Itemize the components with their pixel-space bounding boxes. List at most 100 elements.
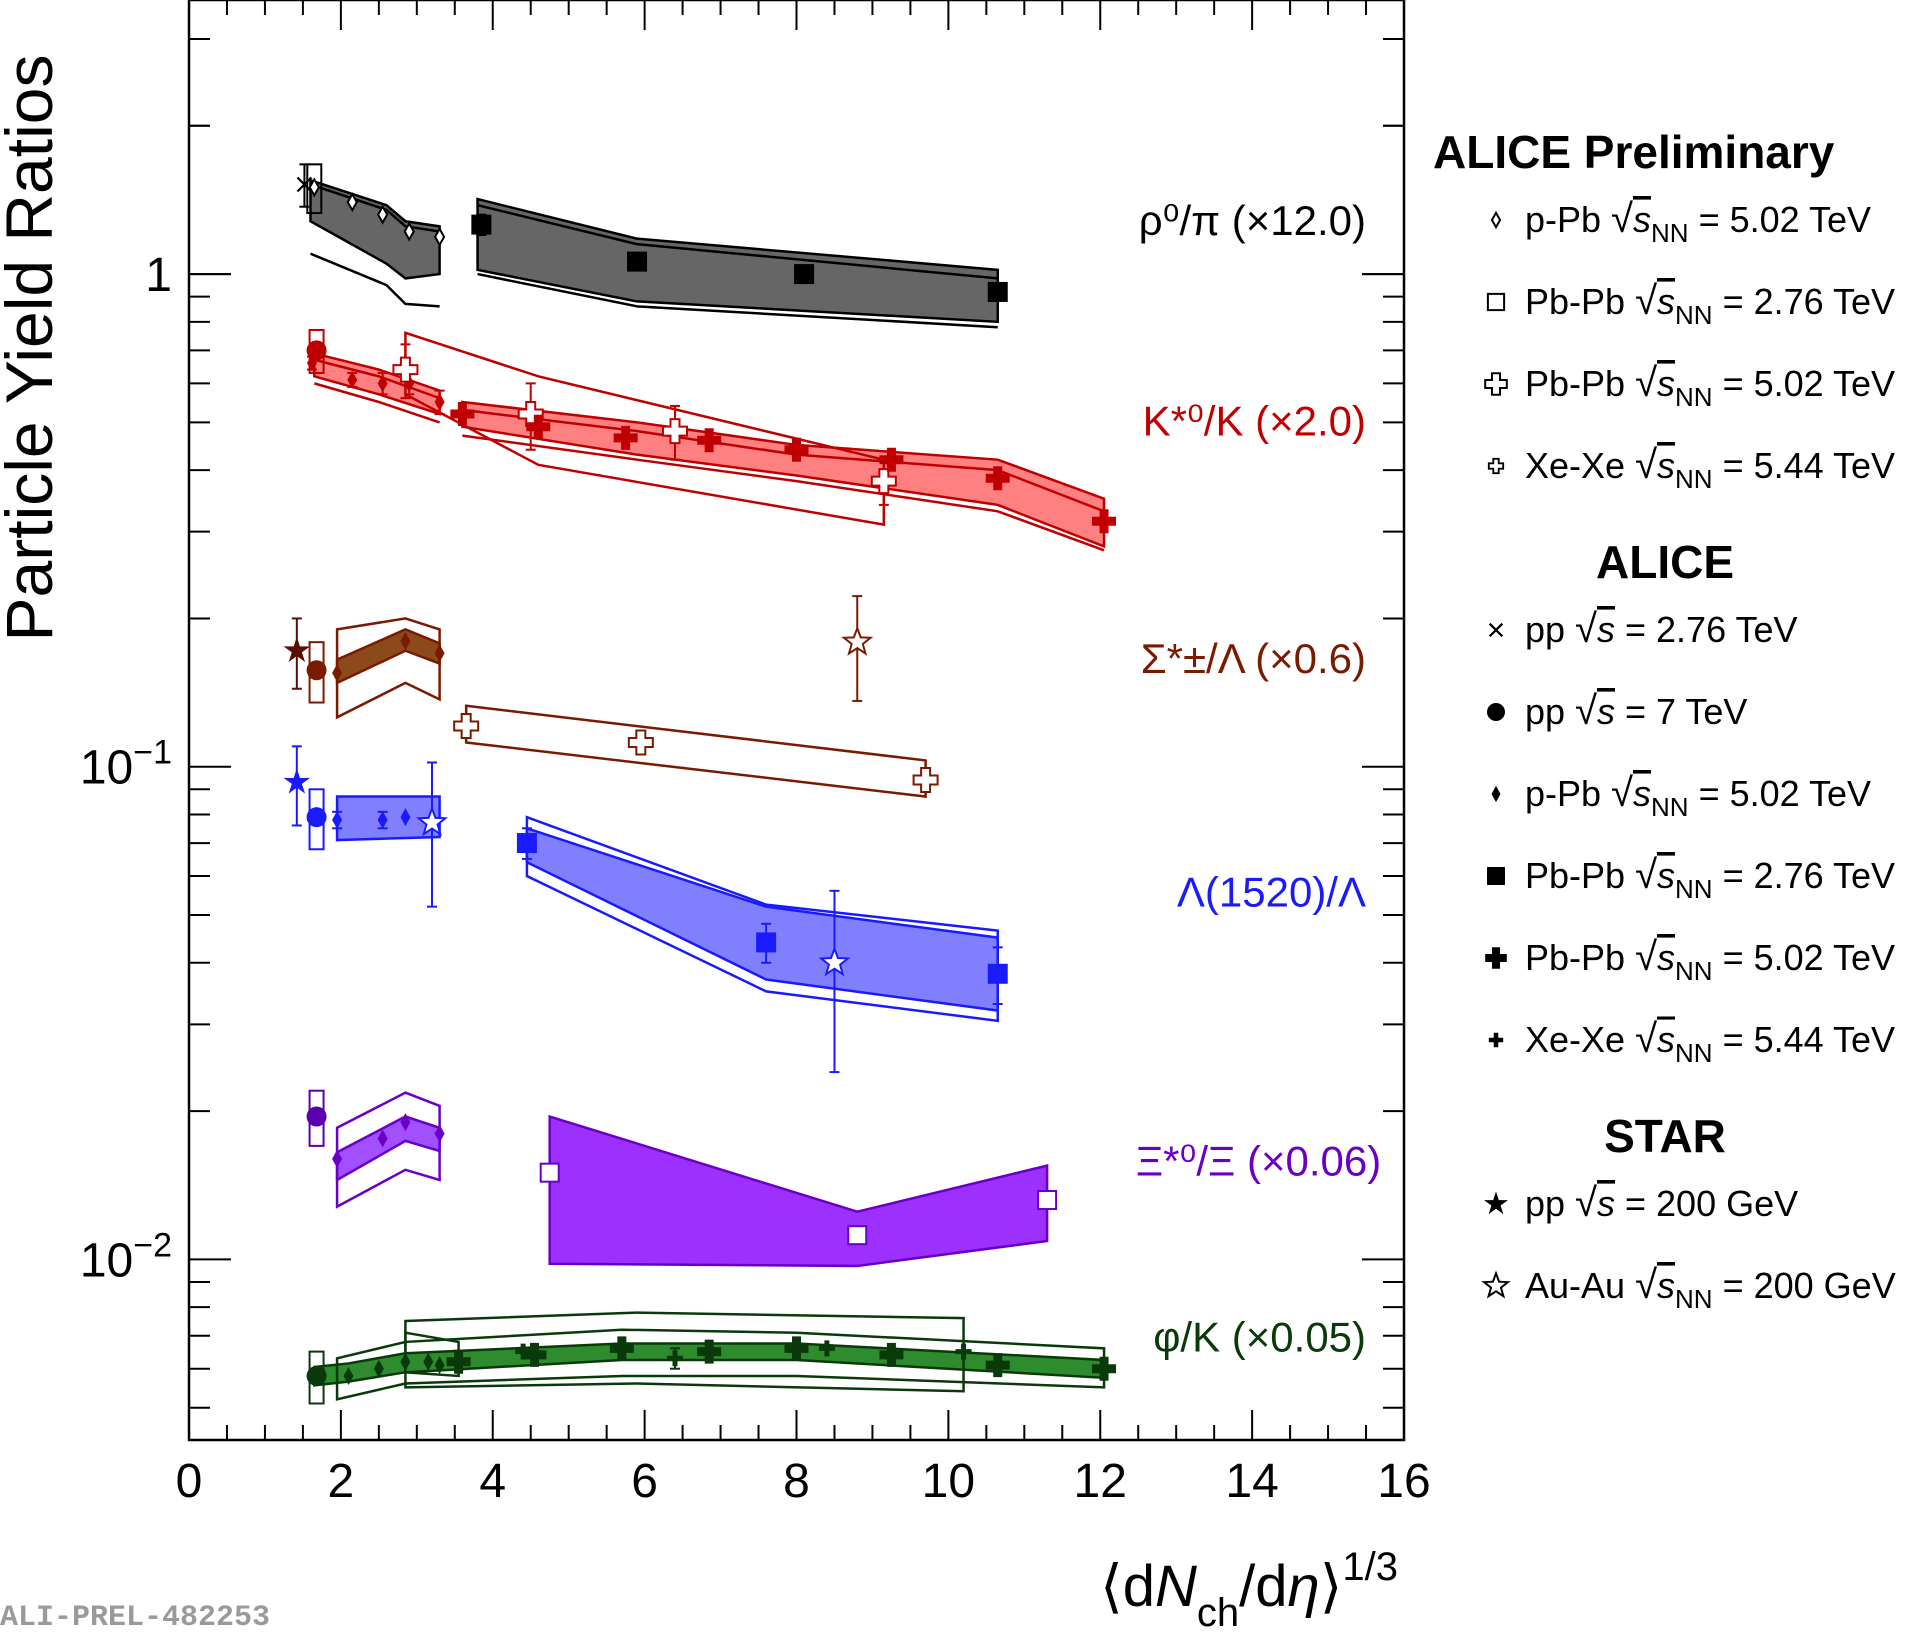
- legend-entry: pp √s = 7 TeV: [1525, 689, 1747, 733]
- kstar-data-point: [1092, 509, 1117, 534]
- x-axis-title-mid: /d: [1239, 1554, 1287, 1619]
- lambda-data-point: [400, 808, 411, 827]
- legend-entry: p-Pb √sNN = 5.02 TeV: [1525, 771, 1871, 822]
- rho-data-point: [308, 177, 320, 198]
- legend-entry: Pb-Pb √sNN = 2.76 TeV: [1525, 279, 1895, 330]
- kstar-data-point: [870, 468, 897, 495]
- kstar-data-point: [307, 353, 318, 372]
- xi-data-point: [306, 1106, 327, 1127]
- phi-data-point: [609, 1336, 634, 1361]
- phi-data-point: [985, 1353, 1010, 1378]
- lambda-data-point: [818, 945, 851, 977]
- kstar-data-point: [662, 418, 688, 445]
- y-axis-title: Particle Yield Ratios: [0, 55, 66, 642]
- lambda-data-point: [516, 833, 537, 854]
- rho-syst-box: [306, 163, 323, 215]
- x-axis-title-open: ⟨d: [1100, 1554, 1155, 1619]
- series-label-sigma: Σ*±/Λ (×0.6): [1141, 635, 1366, 682]
- phi-data-point: [446, 1349, 471, 1374]
- sigma-data-point: [306, 660, 327, 681]
- phi-data-point: [667, 1350, 683, 1367]
- x-tick-label: 2: [328, 1455, 355, 1508]
- rho-pbpb-band-sys-upper: [477, 203, 998, 280]
- rho-data-point: [471, 214, 492, 235]
- sigma-data-point: [627, 729, 654, 756]
- kstar-data-point: [347, 370, 358, 389]
- lambda-data-point: [756, 932, 777, 953]
- kstar-data-point: [377, 374, 388, 393]
- x-tick-label: 6: [631, 1455, 658, 1508]
- kstar-data-point: [784, 437, 809, 462]
- phi-data-point: [434, 1356, 445, 1375]
- legend-marker: [1487, 703, 1505, 721]
- rho-data-point: [627, 251, 648, 272]
- legend-entry: p-Pb √sNN = 5.02 TeV: [1525, 197, 1871, 248]
- legend-entry: Xe-Xe √sNN = 5.44 TeV: [1525, 1017, 1895, 1068]
- xi-data-point: [400, 1113, 411, 1132]
- lambda-data-point: [306, 807, 327, 828]
- legend: ALICE Preliminary p-Pb √sNN = 5.02 TeV Pb-…: [1433, 126, 1896, 1314]
- x-tick-label: 10: [922, 1455, 975, 1508]
- y-tick-label: 10−1: [80, 734, 172, 795]
- x-tick-label: 4: [479, 1455, 506, 1508]
- x-tick-label: 8: [783, 1455, 810, 1508]
- x-tick-label: 14: [1225, 1455, 1278, 1508]
- x-axis-title-ch: ch: [1197, 1591, 1239, 1632]
- rho-data-point: [296, 176, 313, 193]
- x-tick-label: 0: [176, 1455, 203, 1508]
- series-label-kstar: K*⁰/K (×2.0): [1143, 398, 1366, 445]
- rho-pbpb-band: [476, 197, 999, 324]
- phi-data-point: [522, 1342, 547, 1367]
- x-axis-title-close: ⟩: [1320, 1554, 1343, 1619]
- sigma-ppb-band: [335, 628, 441, 685]
- kstar-ppb-band-sys-upper: [313, 358, 441, 400]
- rho-data-point: [987, 281, 1008, 302]
- legend-heading: ALICE: [1596, 536, 1734, 588]
- y-tick-label: 10−2: [80, 1226, 172, 1287]
- kstar-data-point: [985, 466, 1010, 491]
- legend-marker: [1484, 372, 1508, 396]
- rho-data-point: [433, 226, 446, 247]
- lambda-data-point: [987, 963, 1008, 984]
- watermark: ALI-PREL-482253: [0, 1601, 270, 1632]
- y-tick-label: 1: [145, 249, 172, 302]
- sigma-data-point: [434, 644, 445, 663]
- sigma-data-point: [912, 766, 939, 793]
- axis-ticks: 0 2 4 6 8 10 12 14 16 1 10−1 10−2: [80, 0, 1431, 1508]
- series-label-xi: Ξ*⁰/Ξ (×0.06): [1136, 1138, 1381, 1185]
- xi-pbpb-band: [548, 1114, 1049, 1268]
- phi-data-point: [879, 1342, 904, 1367]
- legend-heading: ALICE Preliminary: [1433, 126, 1835, 178]
- legend-marker: [1491, 785, 1501, 803]
- legend-entry: pp √s = 2.76 TeV: [1525, 607, 1797, 651]
- legend-marker: [1490, 210, 1502, 230]
- rho-ppb-band-sys-lower: [310, 252, 440, 308]
- kstar-ppb-band: [313, 351, 441, 416]
- sigma-data-point: [841, 625, 874, 656]
- data-points: [283, 163, 1117, 1405]
- legend-entry: Pb-Pb √sNN = 2.76 TeV: [1525, 853, 1895, 904]
- kstar-data-point: [526, 414, 551, 439]
- kstar-ppb-band-sys-lower: [313, 382, 440, 424]
- phi-data-point: [818, 1340, 835, 1357]
- phi-data-point: [697, 1339, 722, 1364]
- rho-data-point: [403, 221, 415, 242]
- xi-data-point: [377, 1129, 388, 1148]
- phi-data-point: [373, 1359, 384, 1378]
- xi-ppb-band: [335, 1115, 441, 1183]
- lambda-data-point: [377, 810, 388, 829]
- sigma-data-point: [453, 712, 480, 739]
- kstar-data-point: [613, 425, 638, 450]
- rho-data-point: [794, 264, 815, 285]
- kstar-data-point: [450, 401, 475, 426]
- legend-marker: [1485, 947, 1507, 969]
- legend-entry: Au-Au √sNN = 200 GeV: [1525, 1263, 1896, 1314]
- phi-data-point: [784, 1336, 809, 1361]
- legend-heading: STAR: [1604, 1110, 1726, 1162]
- phi-xexe-band: [404, 1311, 965, 1393]
- sigma-data-point: [332, 663, 343, 682]
- legend-marker: [1486, 292, 1506, 312]
- rho-ppb-band-sys-upper: [310, 183, 440, 233]
- phi-data-point: [423, 1352, 434, 1371]
